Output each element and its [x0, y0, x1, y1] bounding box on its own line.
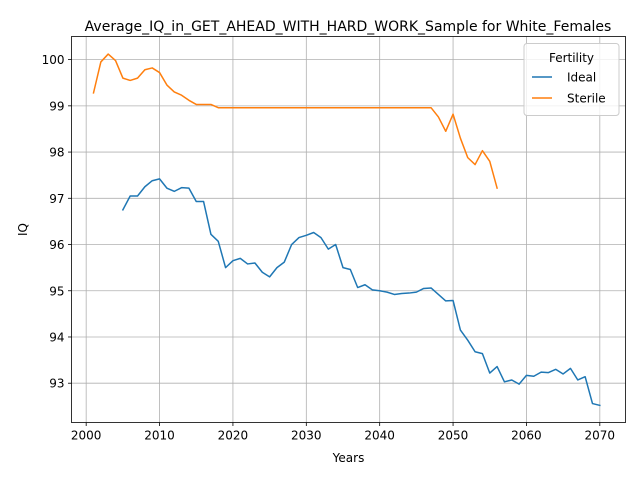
- y-tick-label: 100: [42, 53, 65, 67]
- y-tick-label: 93: [49, 377, 64, 391]
- x-tick-label: 2070: [585, 429, 616, 443]
- legend-title: Fertility: [549, 51, 594, 65]
- y-axis-ticks: 93 94 95 96 97 98 99 100: [42, 53, 72, 391]
- x-tick-label: 2010: [144, 429, 175, 443]
- x-tick-label: 2020: [218, 429, 249, 443]
- legend: Fertility Ideal Sterile: [523, 43, 620, 116]
- y-tick-label: 94: [49, 330, 64, 344]
- x-axis-ticks: 2000 2010 2020 2030 2040 2050 2060 2070: [71, 422, 616, 443]
- legend-label-sterile: Sterile: [567, 92, 606, 106]
- x-tick-label: 2030: [291, 429, 322, 443]
- y-axis-label: IQ: [16, 223, 30, 236]
- y-tick-label: 97: [49, 192, 64, 206]
- series-line-ideal: [121, 178, 601, 407]
- y-tick-label: 95: [49, 284, 64, 298]
- y-tick-label: 98: [49, 146, 64, 160]
- x-tick-label: 2050: [438, 429, 469, 443]
- chart-title: Average_IQ_in_GET_AHEAD_WITH_HARD_WORK_S…: [85, 19, 612, 35]
- x-axis-label: Years: [332, 451, 365, 465]
- y-tick-label: 99: [49, 99, 64, 113]
- y-tick-label: 96: [49, 238, 64, 252]
- x-tick-label: 2040: [364, 429, 395, 443]
- series-line-sterile: [92, 53, 499, 190]
- series-lines: [92, 53, 601, 407]
- x-tick-label: 2060: [511, 429, 542, 443]
- legend-label-ideal: Ideal: [567, 71, 596, 85]
- x-tick-label: 2000: [71, 429, 102, 443]
- plot-frame: [71, 36, 626, 423]
